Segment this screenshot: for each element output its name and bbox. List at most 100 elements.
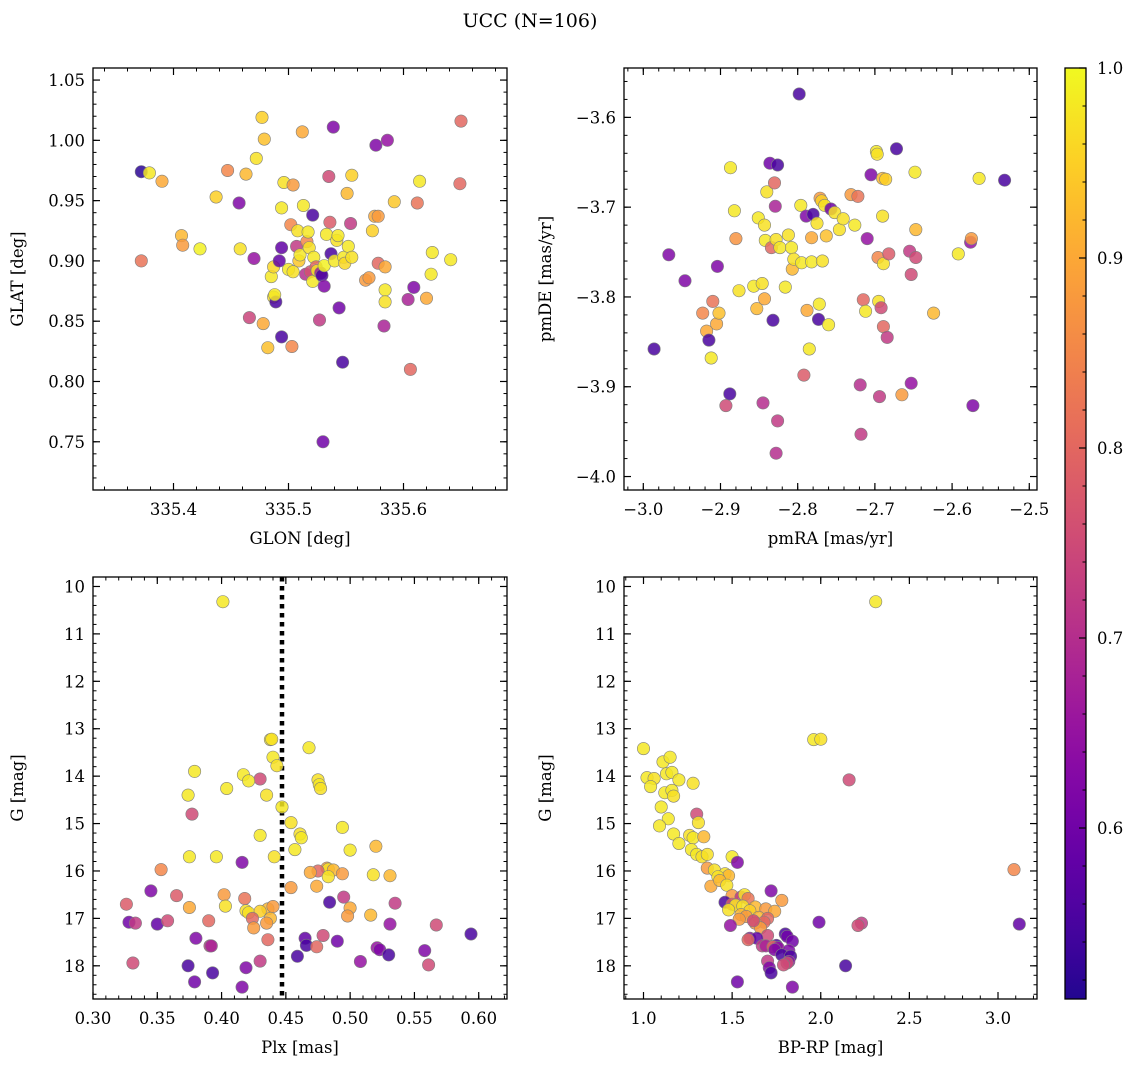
data-point (233, 242, 247, 256)
data-point (284, 816, 298, 830)
data-point (275, 201, 289, 215)
data-point (771, 158, 785, 172)
data-point (760, 185, 774, 199)
data-point (253, 772, 267, 786)
data-point (706, 294, 720, 308)
y-tick-label: 0.75 (48, 433, 85, 452)
y-tick-label: 15 (64, 815, 85, 834)
x-tick-label: 0.60 (460, 1009, 497, 1028)
data-point (401, 292, 415, 306)
data-point (142, 166, 156, 180)
x-tick-label: 0.50 (332, 1009, 369, 1028)
data-point (321, 870, 335, 884)
data-point (800, 303, 814, 317)
data-point (256, 317, 270, 331)
data-point (429, 918, 443, 932)
data-point (270, 759, 284, 773)
data-point (221, 164, 235, 178)
data-point (388, 896, 402, 910)
data-point (727, 204, 741, 218)
data-point (710, 317, 724, 331)
data-point (294, 831, 308, 845)
data-point (312, 313, 326, 327)
data-point (702, 333, 716, 347)
data-point (293, 248, 307, 262)
data-point (378, 283, 392, 297)
x-tick-label: 335.4 (150, 500, 197, 519)
data-point (678, 274, 692, 288)
x-tick-label: −2.8 (778, 500, 818, 519)
data-point (819, 229, 833, 243)
data-point (784, 241, 798, 255)
data-point (895, 388, 909, 402)
y-tick-label: −3.8 (576, 288, 616, 307)
colorbar-tick-label: 0.7 (1097, 629, 1123, 648)
data-point (336, 355, 350, 369)
colorbar-gradient (1064, 67, 1087, 1000)
data-point (371, 209, 385, 223)
data-point (314, 781, 328, 795)
data-point (260, 788, 274, 802)
x-tick-label: 0.55 (396, 1009, 433, 1028)
plot-area (134, 110, 468, 449)
data-point (836, 212, 850, 226)
data-point (422, 958, 436, 972)
data-point (768, 199, 782, 213)
y-tick-label: 18 (64, 957, 85, 976)
y-tick-label: 0.80 (48, 372, 85, 391)
data-point (781, 228, 795, 242)
data-point (383, 869, 397, 883)
data-point (181, 959, 195, 973)
data-point (268, 288, 282, 302)
data-point (1007, 863, 1021, 877)
data-point (185, 807, 199, 821)
data-point (811, 312, 825, 326)
data-point (972, 171, 986, 185)
data-point (170, 889, 184, 903)
data-point (851, 189, 865, 203)
x-tick-label: 1.0 (630, 1009, 656, 1028)
plot-area (636, 595, 1026, 994)
data-point (345, 168, 359, 182)
data-point (686, 776, 700, 790)
data-point (337, 890, 351, 904)
data-point (812, 297, 826, 311)
data-point (335, 820, 349, 834)
x-tick-label: 0.45 (267, 1009, 304, 1028)
data-point (126, 956, 140, 970)
data-point (889, 142, 903, 156)
data-point (769, 446, 783, 460)
data-point (239, 167, 253, 181)
data-point (290, 949, 304, 963)
data-point (723, 161, 737, 175)
data-point (284, 881, 298, 895)
colorbar-tick-label: 1.0 (1097, 59, 1123, 78)
data-point (667, 789, 681, 803)
y-tick-label: 10 (64, 577, 85, 596)
y-axis-label: G [mag] (8, 754, 27, 821)
data-point (378, 260, 392, 274)
y-tick-label: 13 (64, 720, 85, 739)
data-point (204, 939, 218, 953)
data-point (870, 147, 884, 161)
data-point (144, 884, 158, 898)
data-point (773, 241, 787, 255)
y-tick-label: 17 (64, 909, 85, 928)
data-point (182, 850, 196, 864)
data-point (723, 387, 737, 401)
data-point (848, 218, 862, 232)
data-point (722, 903, 736, 917)
data-point (1012, 917, 1026, 931)
data-point (776, 958, 790, 972)
data-point (704, 351, 718, 365)
y-tick-label: −3.6 (576, 108, 616, 127)
data-point (257, 132, 271, 146)
data-point (764, 884, 778, 898)
data-point (951, 247, 965, 261)
data-point (316, 928, 330, 942)
data-point (853, 378, 867, 392)
data-point (812, 915, 826, 929)
plot-area (119, 577, 478, 999)
y-tick-label: −3.9 (576, 378, 616, 397)
data-point (235, 855, 249, 869)
